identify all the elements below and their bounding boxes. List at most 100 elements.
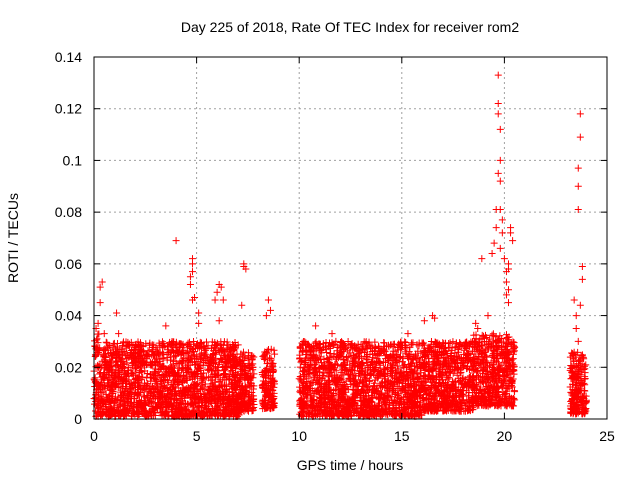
data-point: [164, 378, 172, 386]
data-point: [184, 364, 192, 372]
data-point: [202, 404, 210, 412]
data-point: [134, 403, 142, 411]
data-point: [192, 355, 200, 363]
data-point: [222, 388, 230, 396]
data-point: [236, 401, 244, 409]
data-point: [137, 403, 145, 411]
data-point: [157, 404, 165, 412]
data-point: [152, 372, 160, 380]
data-point: [146, 407, 154, 415]
data-point: [91, 376, 99, 384]
data-point: [211, 395, 219, 403]
data-point: [216, 407, 224, 415]
data-point: [200, 395, 208, 403]
data-point: [185, 338, 193, 346]
data-point: [137, 360, 145, 368]
data-point: [93, 348, 101, 356]
data-point: [216, 348, 224, 356]
data-point: [209, 364, 217, 372]
data-point: [147, 370, 155, 378]
data-point: [196, 364, 204, 372]
data-point: [224, 403, 232, 411]
data-point: [101, 365, 109, 373]
data-point: [130, 358, 138, 366]
data-point: [193, 341, 201, 349]
data-point: [177, 376, 185, 384]
data-point: [139, 384, 147, 392]
data-point: [152, 403, 160, 411]
data-point: [110, 377, 118, 385]
data-point: [115, 363, 123, 371]
data-point: [126, 399, 134, 407]
data-point: [149, 350, 157, 358]
data-point: [204, 385, 212, 393]
data-point: [208, 338, 216, 346]
data-point: [159, 377, 167, 385]
data-point: [164, 390, 172, 398]
data-point: [169, 340, 177, 348]
data-point: [240, 386, 248, 394]
data-point: [100, 381, 108, 389]
data-point: [113, 347, 121, 355]
data-point: [198, 406, 206, 414]
data-point: [211, 392, 219, 400]
data-point: [127, 369, 135, 377]
data-point: [207, 373, 215, 381]
data-point: [103, 370, 111, 378]
data-point: [119, 375, 127, 383]
data-point: [218, 344, 226, 352]
data-point: [150, 341, 158, 349]
data-point: [236, 382, 244, 390]
data-point: [119, 402, 127, 410]
data-point: [122, 342, 130, 350]
data-point: [122, 396, 130, 404]
data-point: [180, 394, 188, 402]
data-point: [106, 397, 114, 405]
data-point: [135, 353, 143, 361]
data-point: [104, 366, 112, 374]
data-point: [107, 383, 115, 391]
data-point: [189, 399, 197, 407]
data-point: [230, 354, 238, 362]
data-point: [210, 350, 218, 358]
data-point: [143, 351, 151, 359]
data-point: [107, 349, 115, 357]
data-point: [183, 412, 191, 420]
data-point: [131, 365, 139, 373]
data-point: [230, 343, 238, 351]
data-point: [170, 356, 178, 364]
data-point: [131, 380, 139, 388]
data-point: [169, 381, 177, 389]
data-point: [118, 393, 126, 401]
data-point: [138, 368, 146, 376]
data-point: [237, 367, 245, 375]
data-point: [167, 348, 175, 356]
data-point: [158, 362, 166, 370]
data-point: [123, 389, 131, 397]
data-point: [109, 388, 117, 396]
data-point: [169, 411, 177, 419]
data-point: [244, 354, 252, 362]
data-point: [178, 366, 186, 374]
data-point: [152, 379, 160, 387]
data-point: [161, 372, 169, 380]
data-point: [94, 339, 102, 347]
data-point: [173, 372, 181, 380]
data-point: [105, 379, 113, 387]
chart-title: Day 225 of 2018, Rate Of TEC Index for r…: [181, 19, 519, 35]
data-point: [173, 397, 181, 405]
data-point: [198, 375, 206, 383]
data-point: [188, 373, 196, 381]
data-point: [201, 344, 209, 352]
data-point: [163, 384, 171, 392]
data-point: [170, 353, 178, 361]
data-point: [192, 411, 200, 419]
data-point: [97, 411, 105, 419]
data-point: [92, 377, 100, 385]
data-point: [136, 388, 144, 396]
data-point: [225, 375, 233, 383]
data-point: [247, 374, 255, 382]
data-point: [141, 379, 149, 387]
data-point: [174, 376, 182, 384]
data-point: [182, 368, 190, 376]
